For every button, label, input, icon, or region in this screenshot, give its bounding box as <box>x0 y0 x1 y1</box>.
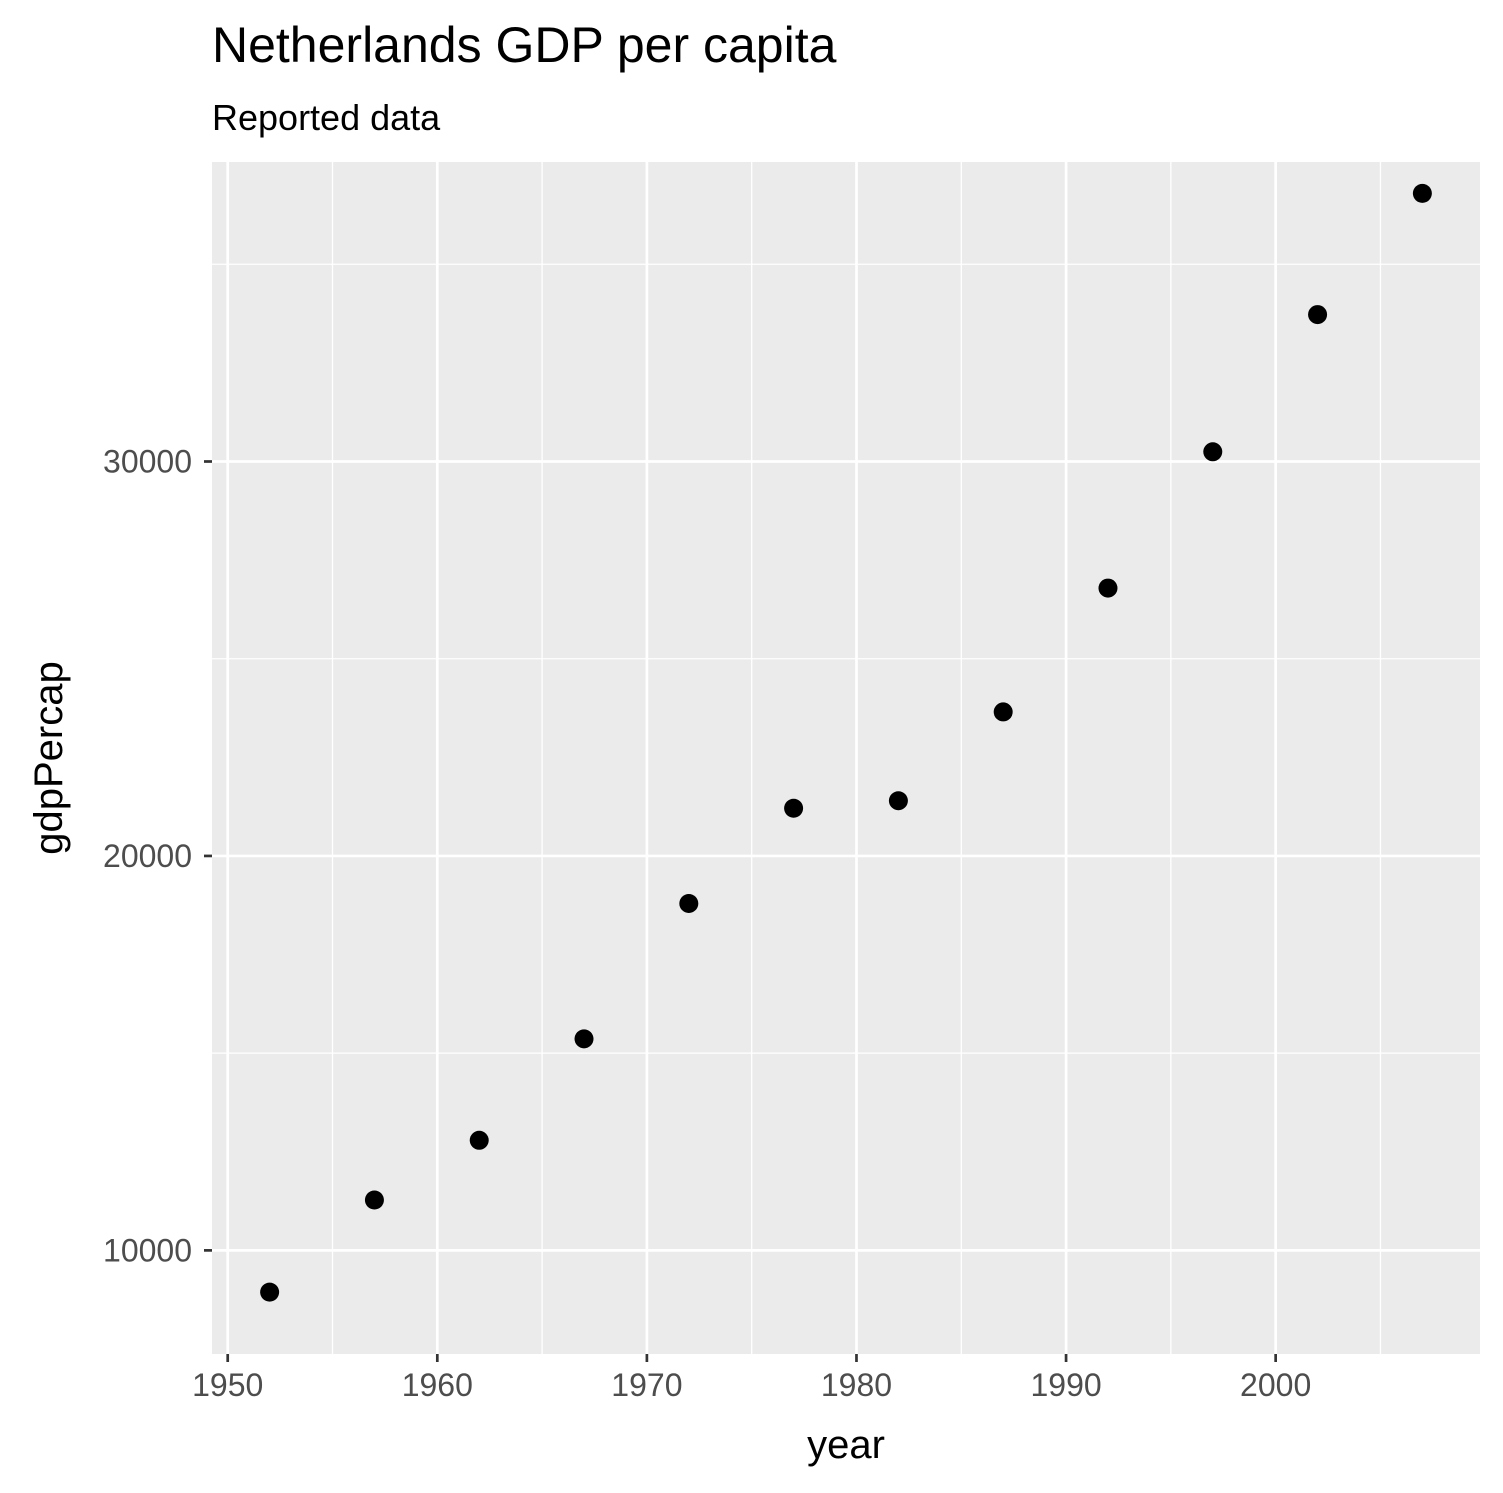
data-point <box>469 1130 489 1150</box>
y-tick-label: 10000 <box>103 1232 192 1268</box>
data-points <box>260 183 1432 1302</box>
data-point <box>993 702 1013 722</box>
y-tick-label: 30000 <box>103 443 192 479</box>
plot-panel <box>212 162 1480 1354</box>
x-axis: 1950 1960 1970 1980 1990 2000 <box>192 1354 1311 1403</box>
data-point <box>888 791 908 811</box>
x-tick-label: 1980 <box>821 1367 892 1403</box>
data-point <box>1203 442 1223 462</box>
chart-title: Netherlands GDP per capita <box>212 17 837 73</box>
data-point <box>574 1029 594 1049</box>
data-point <box>1412 183 1432 203</box>
major-gridlines <box>212 162 1480 1354</box>
x-tick-label: 1950 <box>192 1367 263 1403</box>
x-tick-label: 1990 <box>1030 1367 1101 1403</box>
data-point <box>1308 305 1328 325</box>
x-tick-label: 2000 <box>1240 1367 1311 1403</box>
data-point <box>364 1190 384 1210</box>
y-axis: 10000 20000 30000 <box>103 443 212 1268</box>
x-tick-label: 1970 <box>611 1367 682 1403</box>
y-axis-title: gdpPercap <box>27 661 71 854</box>
data-point <box>260 1282 280 1302</box>
data-point <box>679 893 699 913</box>
data-point <box>784 798 804 818</box>
chart-subtitle: Reported data <box>212 97 441 138</box>
y-tick-label: 20000 <box>103 838 192 874</box>
minor-gridlines <box>212 162 1480 1354</box>
x-axis-title: year <box>807 1423 885 1467</box>
data-point <box>1098 578 1118 598</box>
x-tick-label: 1960 <box>402 1367 473 1403</box>
